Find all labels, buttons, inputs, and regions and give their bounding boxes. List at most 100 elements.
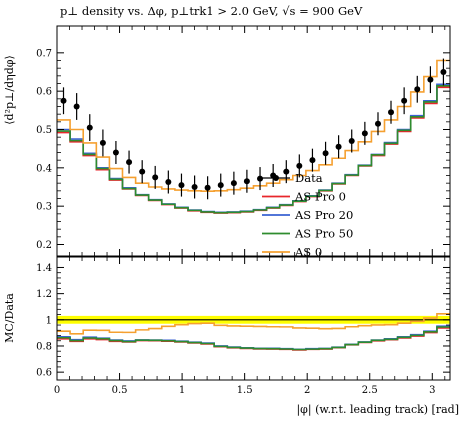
data-point-marker [348, 138, 355, 144]
data-point [165, 170, 172, 194]
data-point-marker [427, 76, 434, 83]
ratio-x-tick-label: 0.5 [112, 385, 128, 396]
data-point-marker [178, 182, 185, 189]
ratio-band-layer [57, 315, 450, 324]
ratio-x-tick-label: 1.5 [237, 385, 253, 396]
main-y-tick-label: 0.3 [36, 202, 52, 213]
data-point [257, 167, 264, 191]
main-y-tick-label: 0.5 [36, 125, 52, 136]
data-point [388, 100, 395, 124]
ratio-y-tick-label: 1.2 [36, 289, 52, 300]
data-point-marker [243, 178, 250, 185]
data-point [178, 173, 185, 197]
legend-label: AS Pro 50 [294, 227, 353, 241]
legend-marker [273, 175, 279, 181]
data-point [296, 154, 303, 178]
data-point [152, 165, 159, 189]
main-plot-frame [56, 25, 451, 257]
ratio-x-tick-label: 3 [429, 385, 435, 396]
x-axis-label: |φ| (w.r.t. leading track) [rad] [296, 403, 459, 417]
ratio-y-ticks: 0.6 0.8 1 1.2 1.4 [36, 263, 450, 379]
legend-label: Data [295, 171, 323, 185]
data-point-marker [374, 120, 381, 127]
ratio-y-tick-label: 0.6 [36, 368, 52, 379]
data-point-marker [217, 182, 224, 189]
data-point [414, 75, 421, 103]
main-y-tick-label: 0.7 [36, 48, 52, 59]
data-point-marker [401, 97, 408, 104]
data-point [361, 121, 368, 145]
main-y-tick-label: 0.4 [36, 163, 52, 174]
data-point [427, 66, 434, 94]
data-point-marker [139, 168, 146, 175]
legend-entry-as-pro-20: AS Pro 20 [262, 208, 353, 222]
ratio-x-tick-label: 2 [304, 385, 310, 396]
data-point [374, 112, 381, 136]
ratio-x-tick-label: 1 [179, 385, 185, 396]
main-y-label: ⟨d²p⊥/dηdφ⟩ [3, 55, 16, 125]
ratio-panel: 0.6 0.8 1 1.2 1.4 0 0.5 1 1.5 2 2.5 3 [36, 256, 451, 396]
legend-entry-as-0: AS 0 [262, 245, 322, 259]
data-point [126, 150, 133, 174]
legend-entry-data: Data [262, 171, 323, 185]
data-point-marker [152, 174, 159, 181]
data-point-marker [99, 139, 106, 146]
data-point [60, 87, 67, 115]
data-point-marker [296, 162, 303, 169]
data-point [440, 58, 447, 86]
data-point-marker [440, 69, 447, 75]
ratio-y-tick-label: 1 [46, 315, 52, 326]
legend: Data AS Pro 0 AS Pro 20 AS Pro 50 AS 0 [262, 171, 353, 259]
data-point [243, 169, 250, 193]
data-point [230, 171, 237, 195]
data-point-marker [322, 150, 329, 157]
main-series-as-0 [57, 59, 450, 193]
data-point-marker [112, 149, 119, 156]
ratio-series-layer [57, 312, 450, 351]
data-point-marker [361, 130, 368, 137]
data-point-marker [257, 175, 264, 182]
data-point [335, 135, 342, 159]
main-y-ticks: 0.2 0.3 0.4 0.5 0.6 0.7 [36, 48, 450, 251]
ratio-x-tick-label: 0 [54, 385, 60, 396]
data-point [73, 93, 80, 120]
data-point [283, 160, 290, 184]
data-point [112, 141, 119, 164]
legend-label: AS Pro 0 [294, 190, 346, 204]
data-point-marker [73, 103, 80, 110]
ratio-y-tick-label: 0.8 [36, 341, 52, 352]
data-point-marker [126, 159, 133, 166]
data-point [86, 114, 93, 141]
data-point [217, 173, 224, 197]
data-point-marker [204, 184, 211, 191]
ratio-series-as-pro-50 [57, 326, 450, 351]
data-point-marker [191, 184, 198, 190]
data-point-marker [309, 157, 316, 164]
data-point [191, 175, 198, 199]
data-point-marker [414, 86, 421, 93]
legend-label: AS 0 [294, 245, 322, 259]
data-point-marker [165, 179, 172, 186]
ratio-x-ticks: 0 0.5 1 1.5 2 2.5 3 [54, 257, 446, 396]
main-y-tick-label: 0.2 [36, 240, 52, 251]
data-point-marker [230, 180, 237, 187]
data-point [322, 141, 329, 165]
main-series-as-pro-50 [57, 85, 450, 214]
legend-entry-as-pro-50: AS Pro 50 [262, 227, 353, 241]
ratio-x-tick-label: 2.5 [362, 385, 378, 396]
data-point [139, 160, 146, 184]
data-point [204, 176, 211, 200]
main-y-tick-label: 0.6 [36, 87, 52, 98]
ratio-plot-frame [56, 256, 451, 381]
data-point-marker [60, 97, 67, 104]
ratio-series-as-0 [57, 312, 450, 335]
main-panel: 0.2 0.3 0.4 0.5 0.6 0.7 [36, 25, 451, 257]
legend-label: AS Pro 20 [294, 208, 353, 222]
data-point-marker [86, 124, 93, 131]
data-point [99, 129, 106, 157]
data-point-marker [283, 168, 290, 175]
data-point-marker [335, 143, 342, 150]
data-points-layer [60, 58, 447, 200]
